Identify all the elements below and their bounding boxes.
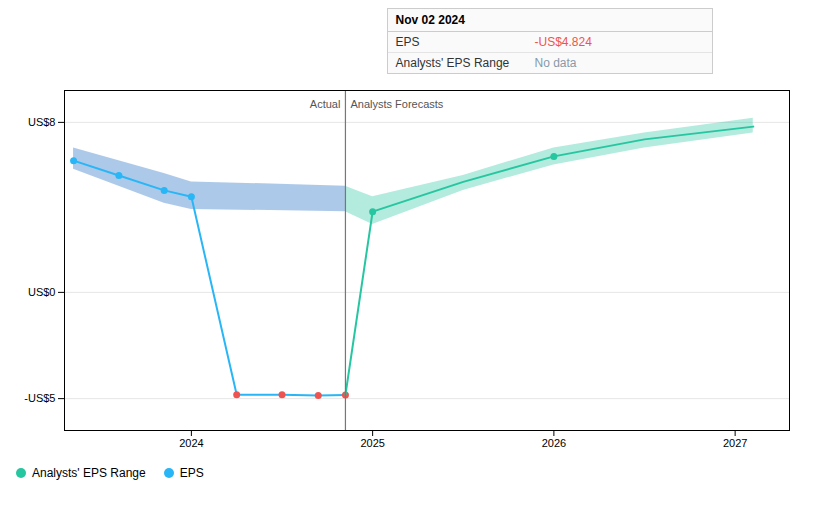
svg-text:-US$5: -US$5 (24, 392, 55, 404)
html-text:EPS: EPS (179, 466, 204, 480)
html-text:Nov 02 2024: Nov 02 2024 (395, 13, 465, 27)
html-text:Analysts' EPS Range: Analysts' EPS Range (32, 466, 146, 480)
html-text:Analysts' EPS Range: Analysts' EPS Range (395, 56, 510, 70)
svg-text:2025: 2025 (360, 437, 384, 449)
html-text:EPS: EPS (395, 35, 420, 49)
svg-text:2024: 2024 (179, 437, 203, 449)
svg-text:Analysts Forecasts: Analysts Forecasts (350, 98, 443, 110)
svg-text:US$0: US$0 (28, 286, 56, 298)
svg-text:Actual: Actual (310, 98, 341, 110)
svg-text:US$8: US$8 (28, 116, 56, 128)
svg-text:2027: 2027 (723, 437, 747, 449)
html-text:-US$4.824: -US$4.824 (534, 35, 592, 49)
svg-text:2026: 2026 (542, 437, 566, 449)
html-text:No data: No data (534, 56, 577, 70)
